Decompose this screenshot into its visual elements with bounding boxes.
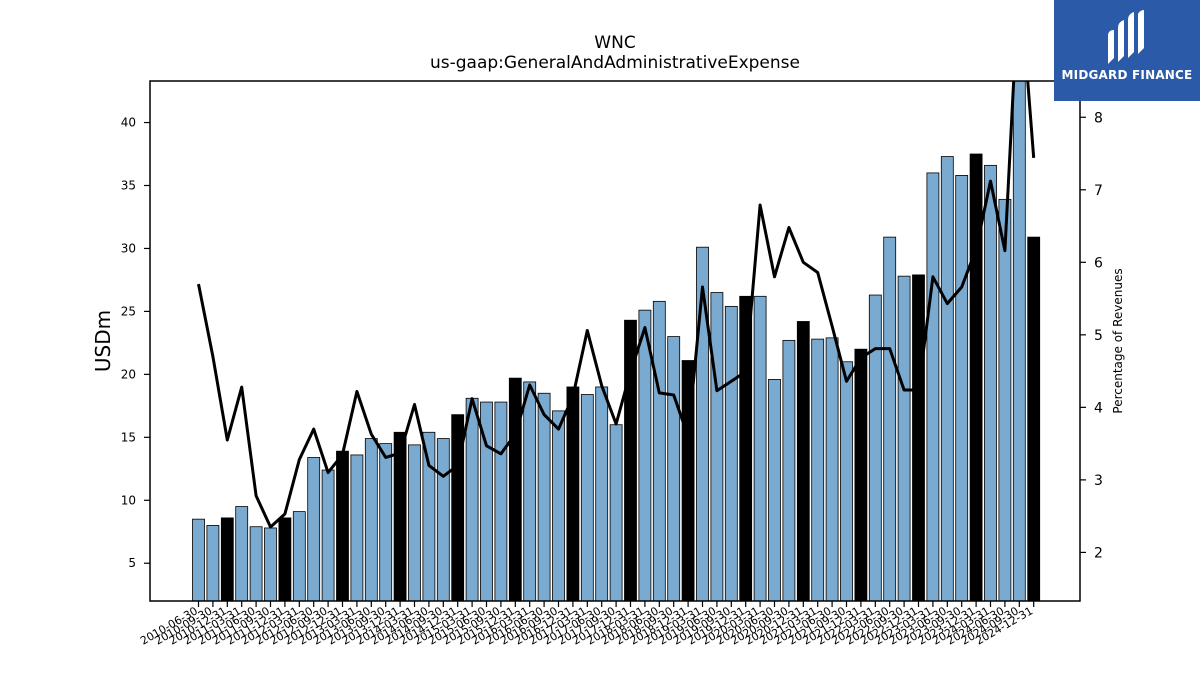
quarter-bar — [436, 438, 450, 602]
y2-tick-label: 4 — [1094, 400, 1103, 416]
quarter-bar — [926, 172, 940, 602]
chart-subtitle: us-gaap:GeneralAndAdministrativeExpense — [430, 53, 800, 73]
quarter-bar — [552, 410, 565, 602]
quarter-bar — [422, 431, 436, 602]
quarter-bar — [782, 339, 796, 602]
quarter-bar — [494, 401, 508, 602]
y2-tick-label: 5 — [1094, 328, 1103, 344]
annual-bar — [739, 295, 753, 602]
quarter-bar — [753, 295, 767, 602]
percentage-of-revenues-line — [197, 81, 1036, 529]
annual-bar — [278, 517, 292, 602]
quarter-bar — [307, 457, 321, 602]
quarter-bar — [408, 444, 421, 602]
y-axis-label: USDm — [91, 310, 115, 372]
quarter-bar — [537, 392, 551, 602]
quarter-bar — [1012, 80, 1026, 602]
annual-bar — [336, 450, 349, 602]
quarter-bar — [192, 518, 205, 602]
y-tick-label: 10 — [121, 493, 136, 507]
quarter-bar — [840, 361, 853, 602]
quarter-bar — [897, 275, 911, 602]
annual-bar — [796, 321, 810, 602]
quarter-bar — [667, 336, 681, 602]
y-tick-label: 40 — [121, 116, 136, 130]
quarter-bar — [724, 305, 738, 602]
quarter-bar — [249, 526, 263, 602]
quarter-bar — [998, 198, 1012, 602]
y2-tick-label: 3 — [1094, 473, 1103, 489]
quarter-bar — [825, 337, 839, 602]
quarter-bar — [768, 379, 781, 602]
y2-tick-label: 6 — [1094, 255, 1103, 271]
quarter-bar — [710, 292, 724, 602]
quarter-bar — [940, 156, 954, 602]
quarter-bar — [465, 397, 479, 602]
annual-bar — [969, 153, 983, 602]
logo-text: MIDGARD FINANCE — [1061, 68, 1193, 82]
quarter-bar — [580, 394, 594, 602]
quarter-bar — [235, 506, 249, 602]
quarter-bar — [955, 175, 969, 602]
quarter-bar — [652, 300, 666, 602]
logo-mark-icon — [1108, 10, 1144, 64]
y-tick-label: 20 — [121, 367, 136, 381]
chart-title: WNC — [594, 33, 636, 53]
annual-bar — [393, 431, 407, 602]
y-tick-label: 35 — [121, 179, 136, 193]
quarter-bar — [984, 164, 997, 602]
annual-bar — [220, 517, 234, 602]
quarter-bar — [264, 527, 277, 602]
quarter-bar — [379, 443, 393, 602]
y-tick-label: 5 — [128, 556, 136, 570]
y-tick-label: 30 — [121, 241, 136, 255]
annual-bar — [508, 377, 522, 602]
midgard-finance-logo: MIDGARD FINANCE — [1054, 0, 1200, 101]
y-tick-label: 15 — [121, 430, 136, 444]
quarter-bar — [883, 236, 897, 602]
quarter-bar — [638, 309, 652, 602]
quarter-bar — [595, 386, 609, 602]
quarter-bar — [609, 424, 623, 602]
annual-bar — [854, 348, 868, 602]
quarter-bar — [350, 454, 364, 602]
quarter-bar — [321, 469, 335, 602]
quarter-bar — [364, 438, 378, 602]
quarter-bar — [523, 381, 537, 602]
quarter-bar — [206, 525, 220, 602]
y2-tick-label: 8 — [1094, 110, 1103, 126]
annual-bar — [1027, 236, 1041, 602]
annual-bar — [566, 386, 580, 602]
quarter-bar — [292, 511, 306, 602]
y2-axis-label: Percentage of Revenues — [1111, 268, 1125, 413]
quarter-bar — [811, 338, 825, 602]
plot-frame — [149, 80, 1081, 602]
y-tick-label: 25 — [121, 304, 136, 318]
y2-tick-label: 2 — [1094, 545, 1103, 561]
annual-bar — [912, 274, 925, 602]
quarter-bar — [868, 294, 882, 602]
y2-tick-label: 7 — [1094, 183, 1103, 199]
